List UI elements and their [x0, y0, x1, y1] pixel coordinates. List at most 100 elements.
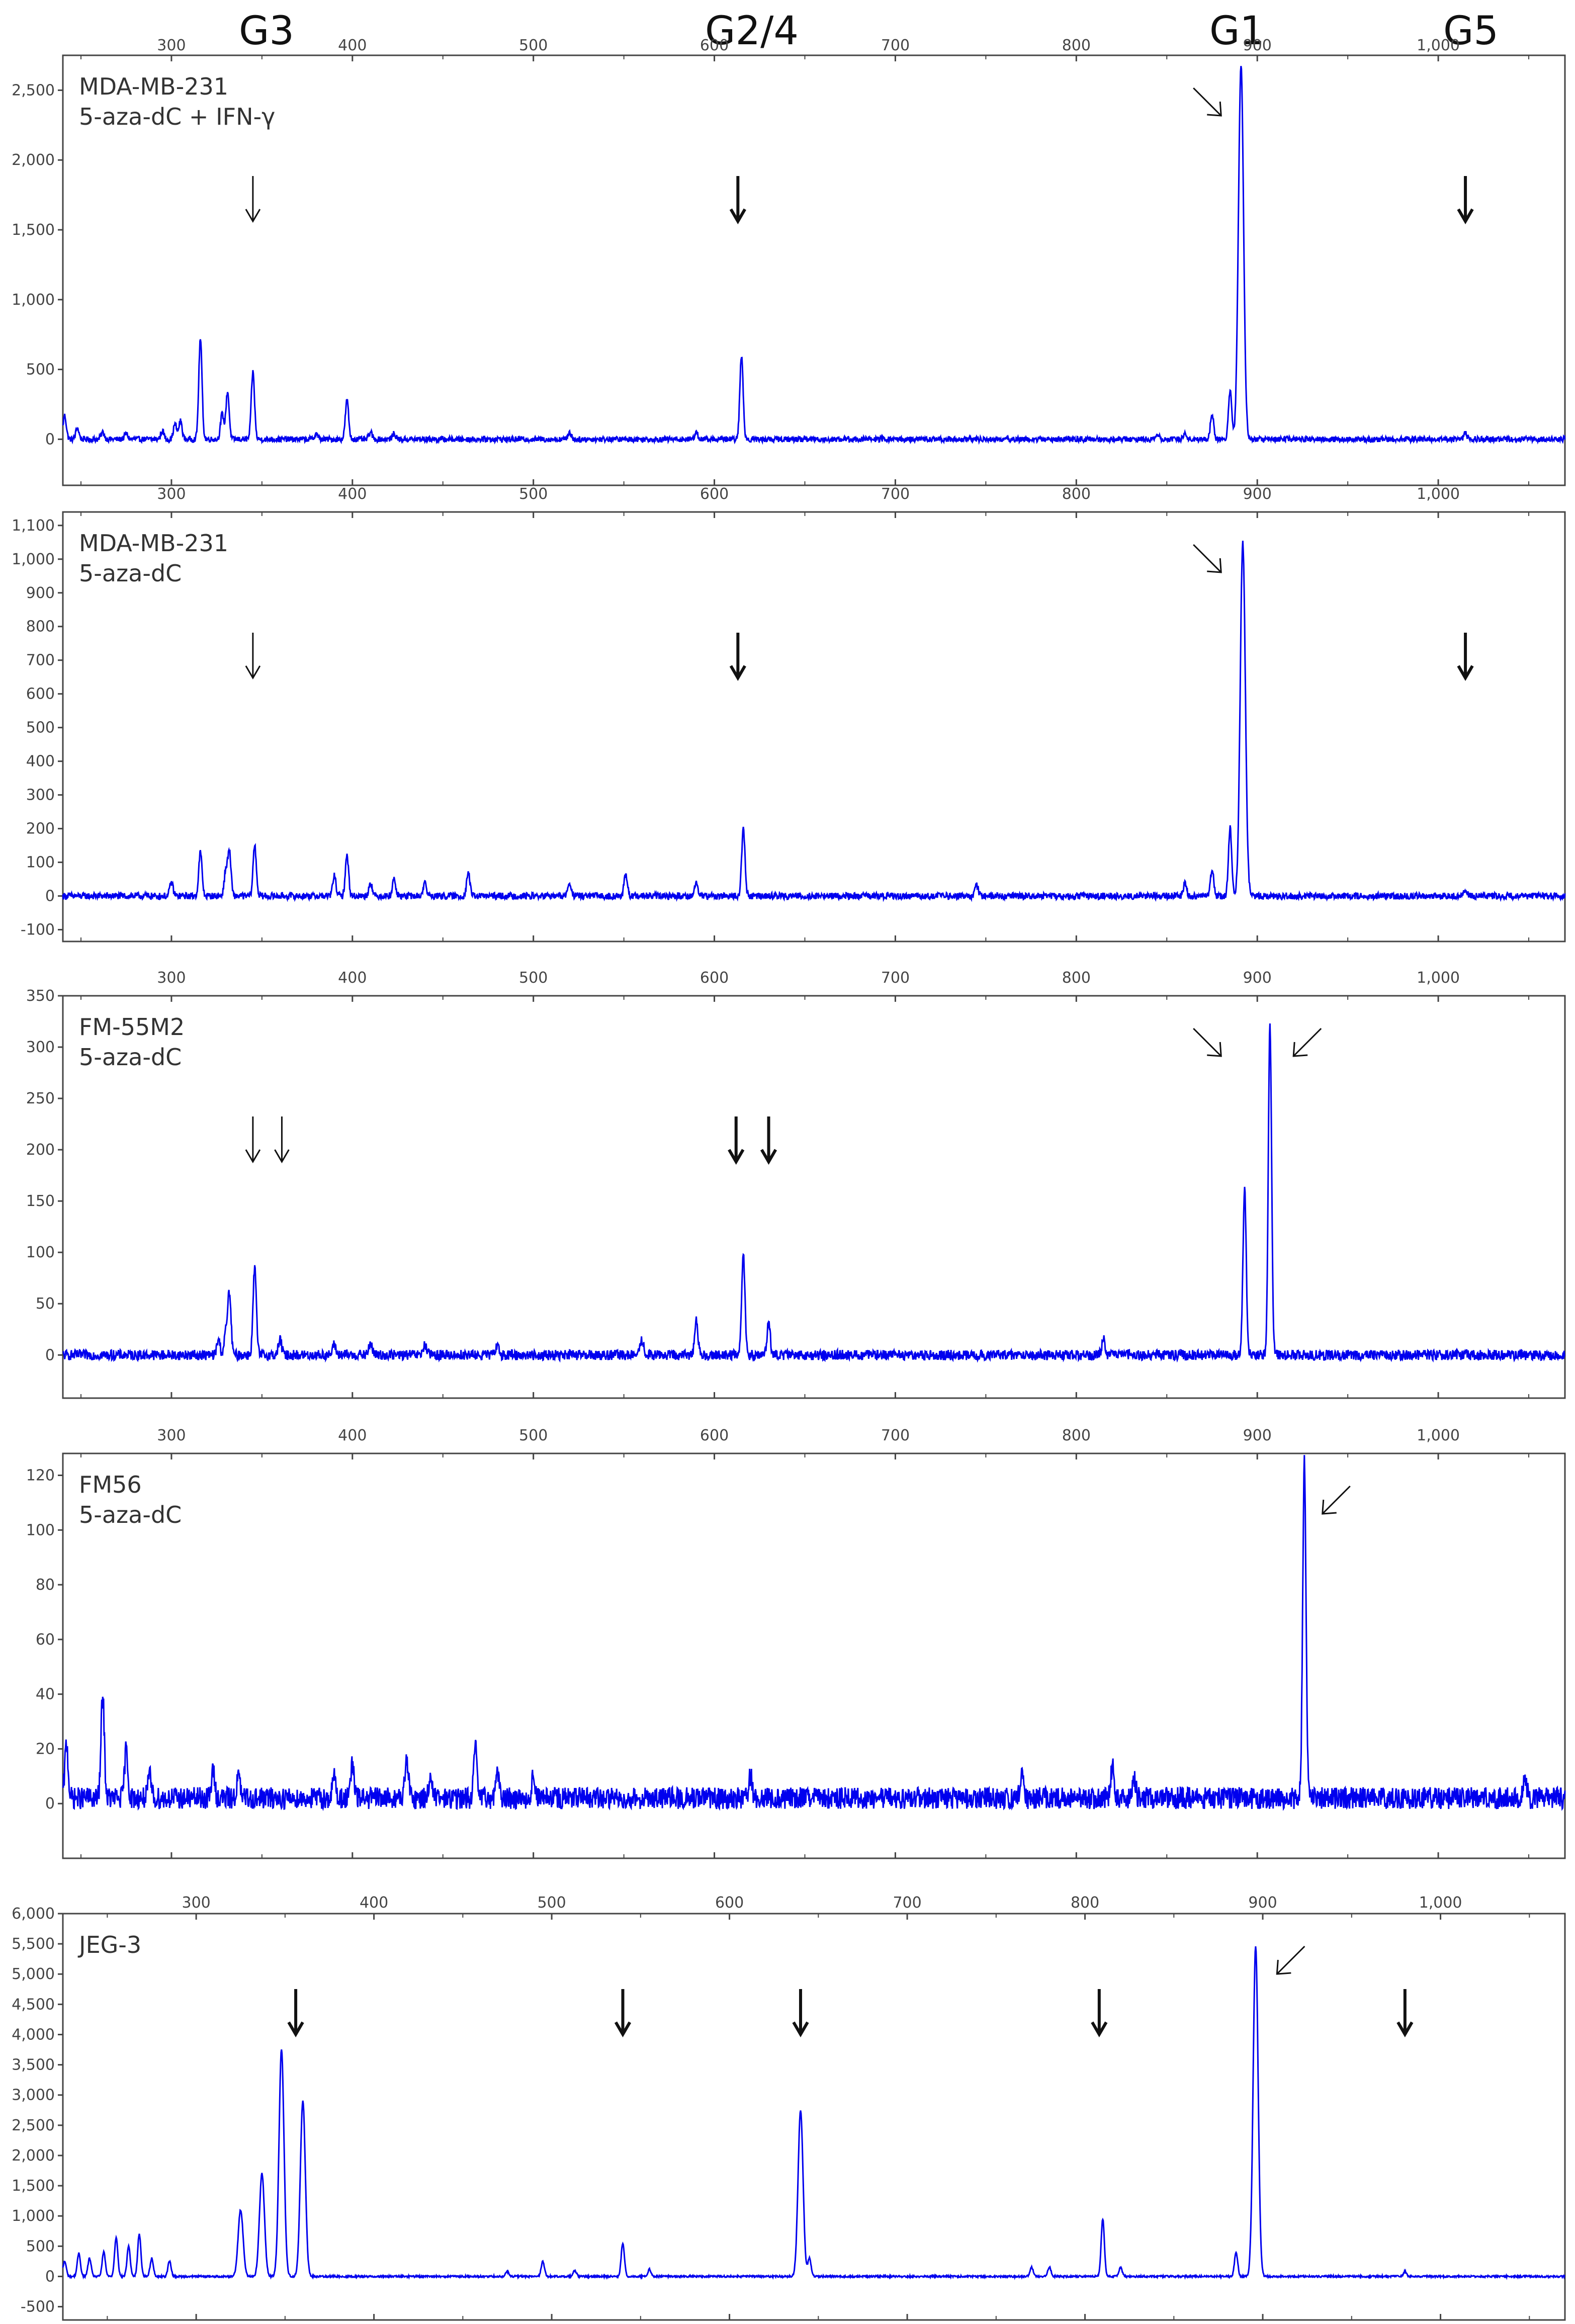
x-tick-label: 300 [157, 37, 186, 54]
y-tick-label: 100 [26, 854, 55, 872]
y-tick-label: 250 [26, 1090, 55, 1107]
x-tick-label: 700 [893, 1894, 921, 1912]
x-tick-label: 400 [338, 1427, 367, 1444]
peak-arrow [729, 633, 746, 681]
sample-label: 5-aza-dC [79, 1044, 182, 1071]
peak-arrow [245, 1116, 261, 1163]
x-tick-label: 600 [700, 1427, 729, 1444]
panel-5: 300 400 500 600 700 800 900 1,000 -500 0 500 1,000 1… [12, 1894, 1566, 2321]
sample-label: MDA-MB-231 [79, 530, 228, 557]
x-tick-label: 400 [338, 37, 367, 54]
y-tick-label: 6,000 [12, 1905, 55, 1923]
plot-frame [62, 54, 1566, 486]
panel-1: 300 400 500 600 700 800 900 1,000 0 500 1,000 1,500… [12, 37, 1566, 486]
peak-arrow [287, 1989, 304, 2037]
y-tick-label: 500 [26, 361, 55, 379]
x-tick-label: 900 [1243, 37, 1272, 54]
sample-label: 5-aza-dC [79, 1501, 182, 1528]
x-tick-label: 1,000 [1417, 1427, 1460, 1444]
x-tick-label: 400 [338, 969, 367, 987]
y-tick-label: 300 [26, 787, 55, 804]
x-tick-label: 300 [157, 969, 186, 987]
signal-trace [62, 1946, 1565, 2280]
sample-label: FM56 [79, 1471, 142, 1498]
plot-frame [62, 511, 1566, 942]
x-tick-label: 500 [537, 1894, 566, 1912]
y-tick-label: 1,500 [12, 221, 55, 239]
y-tick-label: 0 [45, 1346, 55, 1364]
group-label-g1: G1 [1209, 9, 1265, 54]
x-tick-label: 500 [519, 969, 548, 987]
peak-arrow [245, 176, 261, 223]
y-tick-label: 5,500 [12, 1935, 55, 1953]
y-tick-label: 200 [26, 1141, 55, 1159]
y-tick-label: 100 [26, 1244, 55, 1261]
y-tick-label: 1,500 [12, 2177, 55, 2195]
peak-arrow [245, 633, 261, 679]
x-tick-label: 600 [700, 37, 729, 54]
x-tick-label: 1,000 [1419, 1894, 1462, 1912]
y-tick-label: 3,500 [12, 2056, 55, 2074]
x-tick-label: 600 [715, 1894, 744, 1912]
x-tick-label: 700 [881, 1427, 910, 1444]
x-tick-label: 300 [157, 485, 186, 503]
y-tick-label: 20 [36, 1740, 55, 1758]
peak-arrow [728, 1116, 745, 1165]
y-tick-label: 0 [45, 431, 55, 448]
x-tick-label: 800 [1071, 1894, 1099, 1912]
y-tick-label: 1,000 [12, 551, 55, 568]
y-tick-label: 4,000 [12, 2026, 55, 2043]
y-tick-label: 0 [45, 1795, 55, 1813]
peak-arrow [1193, 87, 1222, 117]
y-tick-label: 60 [36, 1631, 55, 1649]
x-tick-label: 500 [519, 485, 548, 503]
y-tick-label: 120 [26, 1467, 55, 1485]
sample-label: 5-aza-dC + IFN-γ [79, 103, 275, 130]
sample-label: FM-55M2 [79, 1013, 185, 1041]
group-label-g3: G3 [239, 9, 294, 54]
x-tick-label: 600 [700, 969, 729, 987]
y-tick-label: 200 [26, 820, 55, 838]
y-tick-label: 3,000 [12, 2087, 55, 2104]
x-tick-label: 1,000 [1417, 485, 1460, 503]
y-tick-label: 350 [26, 987, 55, 1005]
y-tick-label: 2,500 [12, 81, 55, 99]
y-tick-label: -500 [21, 2298, 55, 2316]
y-tick-label: 2,000 [12, 151, 55, 169]
signal-trace [62, 541, 1566, 902]
sample-label: MDA-MB-231 [79, 73, 228, 100]
y-tick-label: 400 [26, 753, 55, 770]
y-tick-label: 1,100 [12, 517, 55, 535]
x-tick-label: 1,000 [1417, 969, 1460, 987]
y-tick-label: 50 [36, 1295, 55, 1313]
peak-arrow [1193, 544, 1222, 573]
y-tick-label: 4,500 [12, 1996, 55, 2013]
y-tick-label: -100 [21, 921, 55, 939]
x-tick-label: 700 [881, 969, 910, 987]
peak-arrow [1091, 1989, 1108, 2037]
y-tick-label: 0 [45, 888, 55, 905]
x-tick-label: 400 [360, 1894, 388, 1912]
plot-frame [62, 995, 1566, 1399]
peak-arrow [614, 1989, 632, 2037]
peak-arrow [1292, 1027, 1322, 1057]
y-tick-label: 80 [36, 1576, 55, 1594]
y-tick-label: 1,000 [12, 291, 55, 309]
y-tick-label: 5,000 [12, 1965, 55, 1983]
signal-trace [62, 1023, 1565, 1363]
y-tick-label: 600 [26, 685, 55, 703]
x-tick-label: 500 [519, 37, 548, 54]
panel-2: 300 400 500 600 700 800 900 1,000 -100 0 100 200 300… [12, 485, 1566, 942]
y-tick-label: 2,500 [12, 2117, 55, 2134]
x-tick-label: 400 [338, 485, 367, 503]
x-tick-label: 700 [881, 37, 910, 54]
x-tick-label: 300 [157, 1427, 186, 1444]
group-label-g5: G5 [1443, 9, 1499, 54]
sample-label: 5-aza-dC [79, 560, 182, 587]
peak-arrow [1276, 1945, 1305, 1975]
y-tick-label: 2,000 [12, 2147, 55, 2165]
signal-trace [62, 1455, 1566, 1812]
y-tick-label: 300 [26, 1039, 55, 1056]
peak-arrow [1457, 633, 1474, 681]
